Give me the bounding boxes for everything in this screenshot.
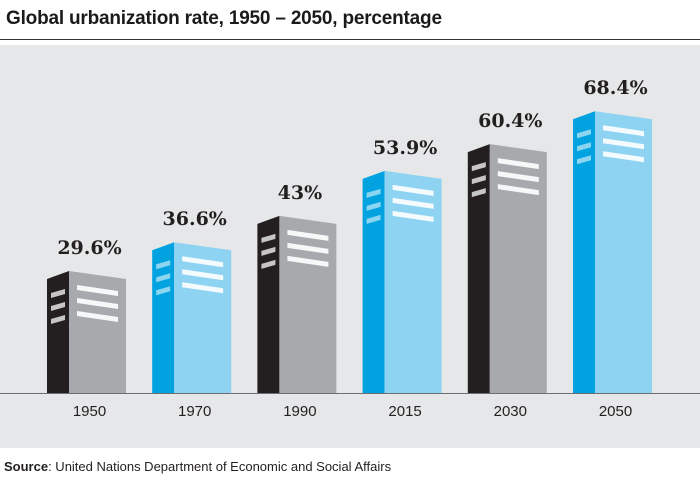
window-stripe — [287, 229, 329, 241]
window-stripe — [603, 151, 644, 163]
window-stripe — [182, 256, 224, 268]
window-stripe — [182, 282, 224, 294]
window-stripe — [77, 311, 118, 323]
window-stripe — [471, 175, 486, 185]
title-divider — [0, 39, 700, 40]
window-stripe — [471, 188, 486, 198]
window-stripe — [577, 155, 591, 165]
window-stripe — [261, 246, 276, 256]
window-stripe — [497, 184, 539, 196]
window-stripe — [471, 162, 486, 172]
bar-front-2015 — [362, 170, 385, 393]
window-stripe — [366, 214, 381, 224]
window-stripe — [51, 289, 65, 299]
data-label: 60.4% — [478, 110, 542, 132]
bar-side-1990 — [279, 215, 337, 393]
window-stripe — [287, 242, 329, 254]
window-stripe — [392, 184, 434, 196]
bar-front-1950 — [47, 271, 69, 393]
data-label: 68.4% — [583, 77, 647, 99]
window-stripe — [577, 129, 591, 139]
window-stripe — [577, 142, 591, 152]
window-stripe — [51, 302, 65, 312]
data-label: 53.9% — [373, 137, 437, 159]
data-label: 36.6% — [163, 208, 227, 230]
window-stripe — [366, 201, 381, 211]
data-label: 43% — [278, 182, 323, 204]
data-label: 29.6% — [57, 237, 121, 259]
x-tick-label: 2015 — [388, 403, 421, 420]
source-note: Source: United Nations Department of Eco… — [4, 459, 391, 474]
window-stripe — [287, 255, 329, 267]
window-stripe — [603, 125, 644, 137]
x-tick-label: 1970 — [178, 403, 211, 420]
window-stripe — [497, 158, 539, 170]
bar-front-2030 — [467, 144, 490, 393]
window-stripe — [156, 273, 171, 283]
window-stripe — [366, 188, 381, 198]
window-stripe — [77, 298, 118, 310]
window-stripe — [182, 269, 224, 281]
window-stripe — [603, 138, 644, 150]
window-stripe — [392, 210, 434, 222]
x-tick-label: 2030 — [494, 403, 527, 420]
chart-title: Global urbanization rate, 1950 – 2050, p… — [6, 8, 442, 29]
source-text: : United Nations Department of Economic … — [48, 459, 392, 474]
x-tick-label: 2050 — [599, 403, 632, 420]
window-stripe — [156, 286, 171, 296]
bar-front-2050 — [573, 111, 595, 393]
window-stripe — [261, 233, 276, 243]
bar-side-1970 — [174, 242, 232, 393]
window-stripe — [51, 315, 65, 325]
x-tick-label: 1950 — [73, 403, 106, 420]
window-stripe — [497, 171, 539, 183]
window-stripe — [261, 259, 276, 269]
window-stripe — [77, 285, 118, 297]
bar-side-2030 — [489, 144, 547, 393]
window-stripe — [156, 260, 171, 270]
bar-side-2015 — [384, 170, 442, 393]
window-stripe — [392, 197, 434, 209]
bar-front-1990 — [257, 215, 280, 393]
urbanization-chart: 29.6% 1950 36.6% 1970 43% 1990 53.9% 2015 60.4% 2… — [0, 77, 700, 420]
source-label: Source — [4, 459, 49, 474]
x-tick-label: 1990 — [283, 403, 316, 420]
bar-side-2050 — [595, 111, 652, 393]
